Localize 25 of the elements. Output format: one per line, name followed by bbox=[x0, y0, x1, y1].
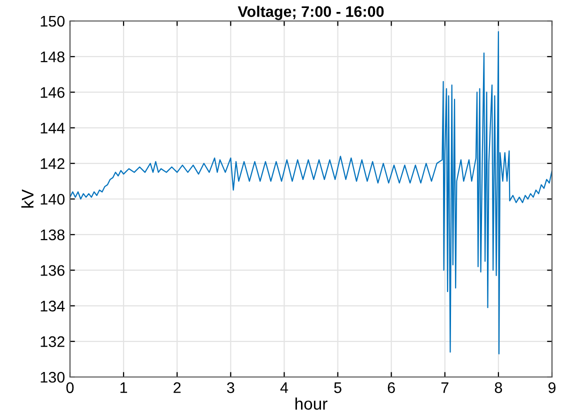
y-tick-label: 132 bbox=[40, 336, 64, 348]
x-tick-label: 3 bbox=[227, 382, 234, 394]
x-tick-label: 1 bbox=[120, 382, 128, 393]
y-tick-label: 140 bbox=[40, 194, 65, 205]
x-tick-label: 6 bbox=[388, 382, 395, 394]
chart-title: Voltage; 7:00 - 16:00 bbox=[238, 6, 384, 20]
y-tick-label: 142 bbox=[40, 158, 64, 169]
y-tick-label: 150 bbox=[40, 16, 65, 27]
y-tick-label: 138 bbox=[40, 229, 64, 240]
x-tick-label: 0 bbox=[66, 382, 74, 394]
y-tick-label: 148 bbox=[40, 51, 64, 62]
y-axis-title: kV bbox=[21, 189, 34, 208]
x-tick-label: 8 bbox=[494, 382, 502, 394]
y-tick-label: 146 bbox=[40, 87, 64, 98]
x-tick-label: 7 bbox=[441, 382, 448, 393]
x-tick-label: 5 bbox=[334, 382, 342, 394]
y-tick-label: 134 bbox=[40, 300, 65, 312]
x-tick-label: 4 bbox=[280, 382, 288, 393]
x-axis-title: hour bbox=[295, 397, 328, 410]
y-tick-label: 144 bbox=[40, 122, 65, 134]
y-tick-label: 136 bbox=[40, 265, 64, 276]
y-tick-label: 130 bbox=[40, 372, 65, 383]
x-tick-label: 9 bbox=[548, 382, 556, 394]
x-tick-label: 2 bbox=[174, 382, 181, 393]
line-series bbox=[70, 31, 552, 354]
